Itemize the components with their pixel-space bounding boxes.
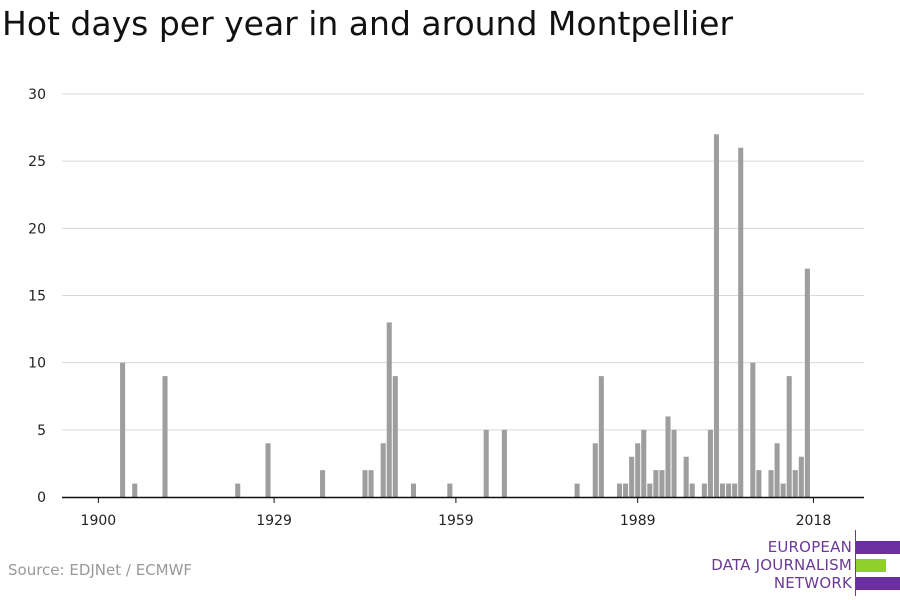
- logo-line-3: NETWORK: [773, 574, 852, 592]
- bar: [623, 483, 629, 497]
- bar: [647, 483, 653, 497]
- y-tick-label: 25: [28, 154, 46, 170]
- x-tick-label: 1959: [438, 513, 474, 529]
- logo-line-1: EUROPEAN: [767, 538, 852, 556]
- bar: [501, 429, 507, 497]
- bar: [616, 483, 623, 497]
- bar: [756, 470, 762, 497]
- bar: [665, 416, 671, 497]
- bar: [798, 456, 804, 497]
- logo-bar-1: [856, 541, 900, 554]
- y-tick-label: 10: [28, 356, 46, 372]
- bar: [750, 362, 756, 497]
- bar: [732, 483, 738, 497]
- bar: [380, 443, 386, 497]
- bar: [738, 147, 744, 497]
- bar: [683, 456, 689, 497]
- bar: [386, 322, 392, 497]
- bar: [574, 483, 580, 497]
- y-tick-label: 30: [28, 87, 46, 103]
- bar: [786, 376, 792, 497]
- gridlines: [62, 93, 864, 431]
- logo-line-2: DATA JOURNALISM: [711, 556, 852, 574]
- bar: [804, 268, 810, 497]
- logo-divider: [855, 530, 856, 596]
- bar: [635, 443, 641, 497]
- edjnet-logo: EUROPEAN DATA JOURNALISM NETWORK: [700, 530, 900, 598]
- logo-bar-2: [856, 559, 886, 572]
- y-axis-ticks: 0 5 10 15 20 25 30: [28, 87, 46, 506]
- bar: [368, 470, 374, 497]
- bar: [726, 483, 732, 497]
- bar: [629, 456, 635, 497]
- bar: [483, 429, 489, 497]
- bar: [768, 470, 774, 497]
- bar: [653, 470, 659, 497]
- y-tick-label: 5: [37, 423, 46, 439]
- bar: [707, 429, 713, 497]
- bar: [410, 483, 417, 497]
- bar: [598, 376, 604, 497]
- bar: [713, 134, 720, 498]
- x-tick-label: 1900: [81, 513, 117, 529]
- bar: [265, 443, 271, 497]
- bar: [780, 483, 786, 497]
- bar: [120, 362, 126, 497]
- bar: [774, 443, 780, 497]
- bar: [235, 483, 241, 497]
- bar: [720, 483, 726, 497]
- bar: [701, 483, 707, 497]
- bar: [592, 443, 598, 497]
- bar: [392, 376, 398, 497]
- bar: [132, 483, 138, 497]
- x-axis-ticks: 1900 1929 1959 1989 2018: [81, 497, 832, 529]
- x-tick-label: 1989: [620, 513, 656, 529]
- x-tick-label: 1929: [256, 513, 292, 529]
- source-note: Source: EDJNet / ECMWF: [8, 561, 193, 579]
- bar: [671, 429, 677, 497]
- bar: [447, 483, 453, 497]
- bar: [320, 470, 326, 497]
- bars: [120, 134, 810, 498]
- logo-text: EUROPEAN DATA JOURNALISM NETWORK: [711, 538, 852, 592]
- bar: [362, 470, 368, 497]
- y-tick-label: 20: [28, 221, 46, 237]
- bar: [689, 483, 695, 497]
- bar: [641, 429, 647, 497]
- bar: [162, 376, 168, 497]
- logo-bar-3: [856, 577, 900, 590]
- y-tick-label: 15: [28, 289, 46, 305]
- chart-title: Hot days per year in and around Montpell…: [2, 4, 734, 43]
- bar: [659, 470, 665, 497]
- y-tick-label: 0: [37, 490, 46, 506]
- bar: [792, 470, 798, 497]
- x-tick-label: 2018: [796, 513, 832, 529]
